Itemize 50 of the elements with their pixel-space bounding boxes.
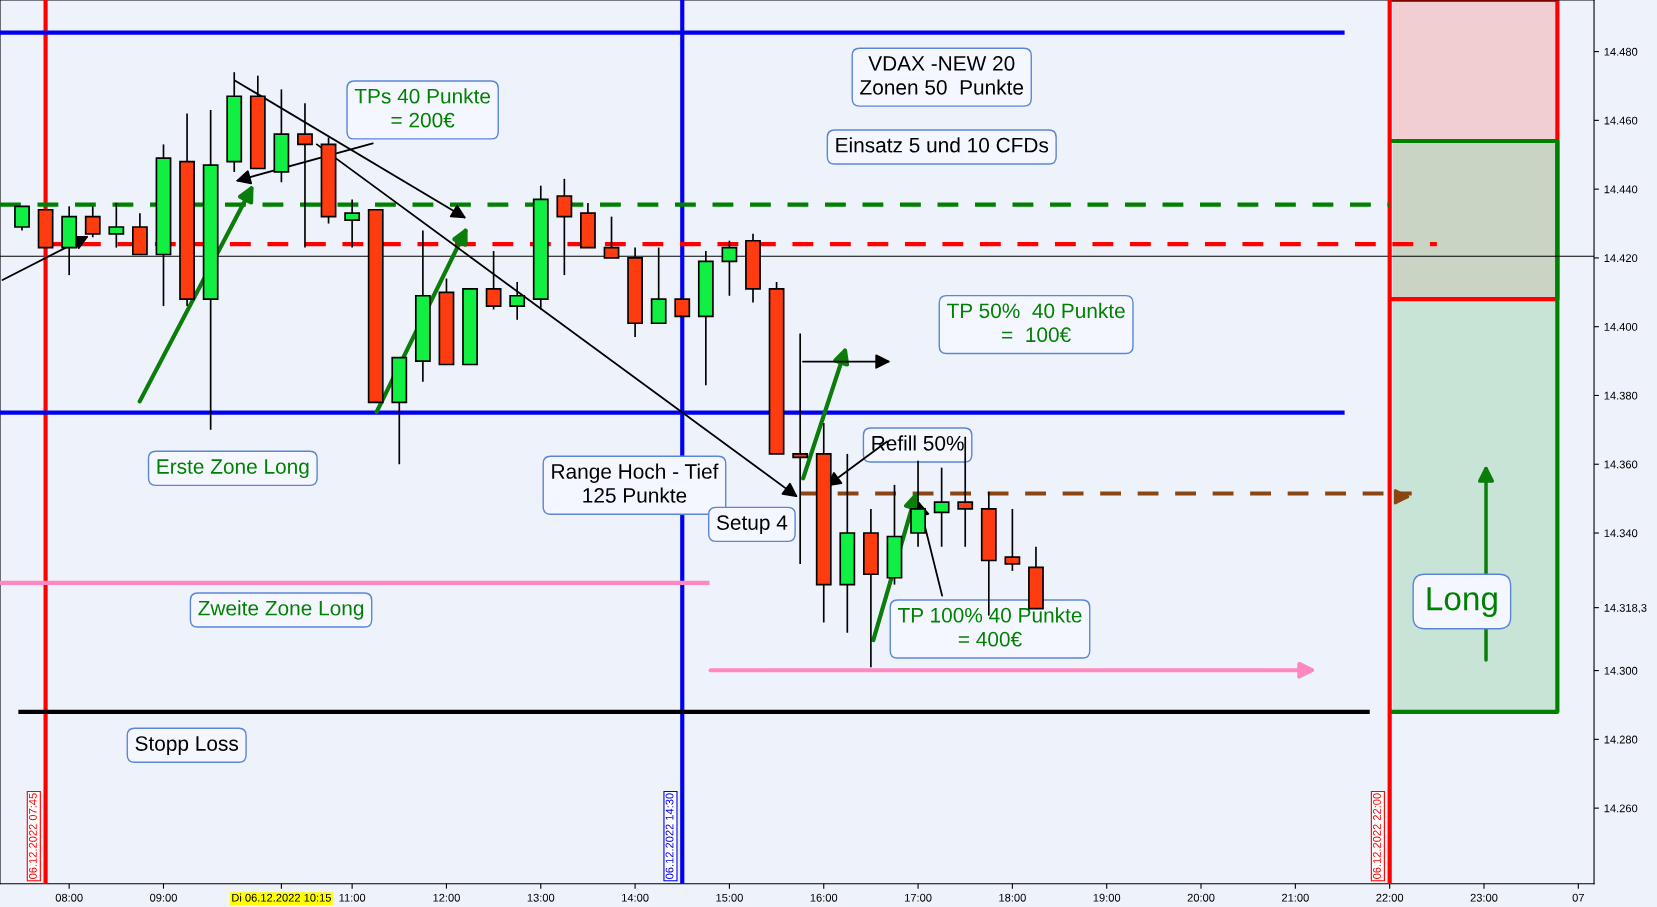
ref-line-label: 06.12.2022 22:00 (1373, 793, 1381, 879)
annotation: Refill 50% (872, 435, 964, 451)
x-tick-label: 11:00 (339, 893, 366, 902)
y-tick-label: 14.460 (1604, 116, 1638, 125)
candlestick (108, 202, 125, 249)
x-tick-label: 23:00 (1470, 893, 1498, 902)
x-tick-label: 09:00 (150, 893, 177, 902)
x-tick-label: 08:00 (55, 893, 83, 902)
y-tick-label: 14.340 (1604, 529, 1638, 538)
x-tick-label: Di 06.12.2022 10:15 (232, 893, 331, 902)
y-tick-label: 14.380 (1604, 391, 1638, 400)
x-tick-label: 20:00 (1187, 893, 1215, 902)
x-tick-label: 19:00 (1093, 893, 1121, 902)
y-tick-label: 14.318,3 (1604, 603, 1647, 614)
x-tick-label: 07 (1572, 893, 1584, 902)
x-tick-label: 12:00 (433, 893, 460, 902)
y-tick-label: 14.420 (1604, 254, 1638, 263)
y-tick-label: 14.400 (1604, 322, 1638, 331)
x-tick-label: 22:00 (1376, 893, 1404, 902)
annotation: TP 50% 40 Punkte = 100€ (947, 302, 1125, 343)
candlestick (509, 281, 526, 321)
annotation: Zweite Zone Long (198, 600, 364, 620)
x-tick-label: 15:00 (716, 893, 743, 902)
candlestick (344, 198, 361, 249)
annotation: TPs 40 Punkte = 200€ (354, 88, 491, 128)
x-tick-label: 17:00 (905, 893, 932, 902)
annotation: Einsatz 5 und 10 CFDs (836, 137, 1049, 153)
annotation: TP 100% 40 Punkte = 400€ (897, 607, 1082, 647)
ref-line-label: 06.12.2022 07:45 (28, 793, 37, 879)
y-tick-label: 14.300 (1604, 666, 1638, 675)
candlestick (14, 205, 30, 232)
annotation: Stopp Loss (135, 736, 239, 755)
annotation: VDAX -NEW 20 Zonen 50 Punkte (860, 56, 1024, 95)
ref-line-label: 06.12.2022 14:30 (665, 793, 674, 879)
y-tick-label: 14.440 (1604, 185, 1638, 194)
annotation: Setup 4 (716, 515, 788, 535)
annotation: Range Hoch - Tief 125 Punkte (552, 463, 719, 503)
x-tick-label: 18:00 (999, 893, 1026, 902)
x-tick-label: 16:00 (810, 893, 838, 902)
y-tick-label: 14.280 (1604, 735, 1638, 744)
annotation: Long (1427, 587, 1497, 618)
y-tick-label: 14.360 (1604, 460, 1638, 469)
annotation: Erste Zone Long (157, 459, 309, 479)
x-tick-label: 21:00 (1282, 893, 1309, 902)
y-tick-label: 14.480 (1604, 47, 1638, 56)
y-tick-label: 14.260 (1604, 804, 1638, 813)
x-tick-label: 13:00 (527, 893, 555, 902)
candlestick (933, 466, 950, 548)
x-tick-label: 14:00 (622, 893, 649, 902)
candlestick (1004, 508, 1021, 572)
